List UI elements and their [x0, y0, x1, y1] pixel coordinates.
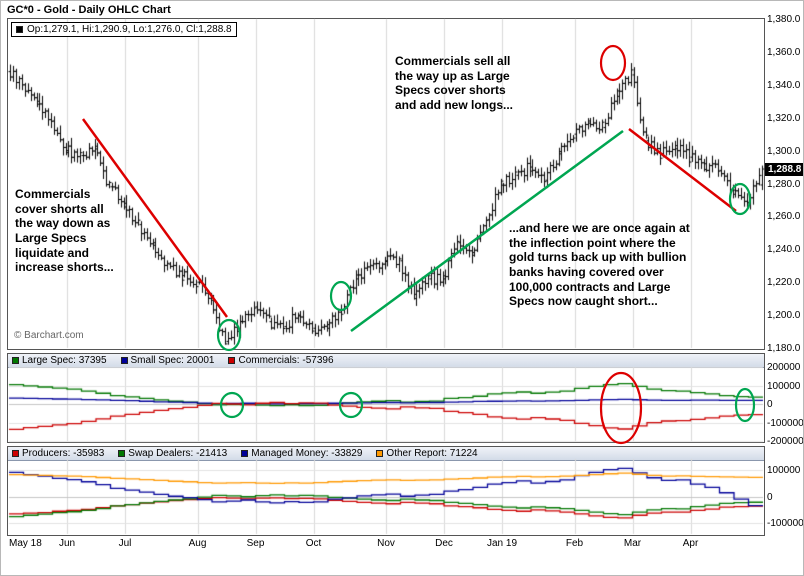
y-axis-tick-label: 1,220.0	[767, 277, 801, 289]
annotation-commercials-cover: Commercials cover shorts all the way dow…	[15, 187, 114, 275]
y-axis-tick-label: 1,320.0	[767, 112, 801, 124]
legend-item-large-spec: Large Spec: 37395	[12, 355, 107, 366]
annotation-inflection-point: ...and here we are once again at the inf…	[509, 221, 690, 309]
y-axis-tick-label: 1,380.0	[767, 14, 801, 25]
cot-legacy-legend: Large Spec: 37395 Small Spec: 20001 Comm…	[8, 354, 764, 368]
x-axis-tick-label: Dec	[435, 538, 453, 549]
legend-label: Other Report: 71224	[386, 448, 478, 459]
x-axis-tick-label: Feb	[565, 538, 584, 549]
small-spec-swatch-icon	[120, 357, 128, 364]
legend-label: Managed Money: -33829	[251, 448, 363, 459]
legend-item-managed-money: Managed Money: -33829	[241, 448, 362, 459]
y-axis-tick-label: 1,360.0	[767, 46, 801, 58]
legend-item-commercials: Commercials: -57396	[228, 355, 334, 366]
large-spec-swatch-icon	[12, 357, 19, 364]
ohlc-info-box: Op:1,279.1, Hi:1,290.9, Lo:1,276.0, Cl:1…	[11, 22, 237, 37]
x-axis-tick-label: Oct	[305, 538, 322, 549]
y-axis-tick-label: 1,200.0	[767, 310, 801, 322]
legend-item-small-spec: Small Spec: 20001	[120, 355, 215, 366]
legend-label: Large Spec: 37395	[22, 355, 107, 366]
y-axis-tick-label: 1,260.0	[767, 211, 801, 223]
ohlc-swatch-icon	[16, 26, 23, 33]
last-price-tag: 1,288.8	[765, 163, 803, 176]
legend-label: Small Spec: 20001	[130, 355, 215, 366]
y-axis-tick-label: 0	[767, 491, 773, 503]
x-axis-tick-label: Apr	[682, 538, 699, 549]
x-axis-tick-label: Jun	[58, 538, 76, 549]
y-axis-tick-label: -100000	[767, 417, 804, 429]
y-axis-tick-label: 1,340.0	[767, 79, 801, 91]
cot-legacy-panel: Large Spec: 37395 Small Spec: 20001 Comm…	[7, 353, 765, 443]
y-axis-tick-label: 0	[767, 399, 773, 410]
ohlc-values: Op:1,279.1, Hi:1,290.9, Lo:1,276.0, Cl:1…	[27, 24, 232, 35]
y-axis-tick-label: -200000	[767, 436, 804, 447]
chart-title: GC*0 - Gold - Daily OHLC Chart	[7, 4, 171, 16]
y-axis-tick-label: 1,240.0	[767, 244, 801, 256]
other-report-swatch-icon	[376, 450, 384, 457]
x-axis-tick-label: Jul	[118, 538, 132, 549]
commercials-swatch-icon	[228, 357, 236, 364]
x-axis-tick-label: May 18	[9, 538, 42, 549]
legend-item-producers: Producers: -35983	[12, 448, 104, 459]
x-axis-tick-label: Mar	[623, 538, 642, 549]
y-axis-tick-label: 1,180.0	[767, 343, 801, 354]
legend-item-swap-dealers: Swap Dealers: -21413	[118, 448, 227, 459]
y-axis-tick-label: 100000	[767, 464, 801, 476]
swap-dealers-swatch-icon	[118, 450, 126, 457]
producers-swatch-icon	[12, 450, 19, 457]
x-axis-tick-label: Nov	[377, 538, 395, 549]
legend-label: Producers: -35983	[22, 448, 105, 459]
managed-money-swatch-icon	[241, 450, 249, 457]
y-axis-tick-label: 1,280.0	[767, 178, 801, 190]
x-axis-tick-label: Sep	[246, 538, 265, 549]
y-axis-tick-label: 200000	[767, 362, 801, 373]
y-axis-tick-label: 1,300.0	[767, 145, 801, 157]
cot-disaggregated-legend: Producers: -35983 Swap Dealers: -21413 M…	[8, 447, 764, 461]
legend-label: Swap Dealers: -21413	[128, 448, 228, 459]
cot-disaggregated-panel: Producers: -35983 Swap Dealers: -21413 M…	[7, 446, 765, 536]
y-axis-tick-label: 100000	[767, 380, 801, 392]
x-axis-tick-label: Jan 19	[486, 538, 518, 549]
legend-item-other-report: Other Report: 71224	[376, 448, 478, 459]
copyright-watermark: © Barchart.com	[14, 330, 84, 341]
annotation-commercials-sell: Commercials sell all the way up as Large…	[395, 54, 514, 112]
y-axis-tick-label: -100000	[767, 518, 804, 530]
x-axis-tick-label: Aug	[188, 538, 207, 549]
legend-label: Commercials: -57396	[238, 355, 334, 366]
